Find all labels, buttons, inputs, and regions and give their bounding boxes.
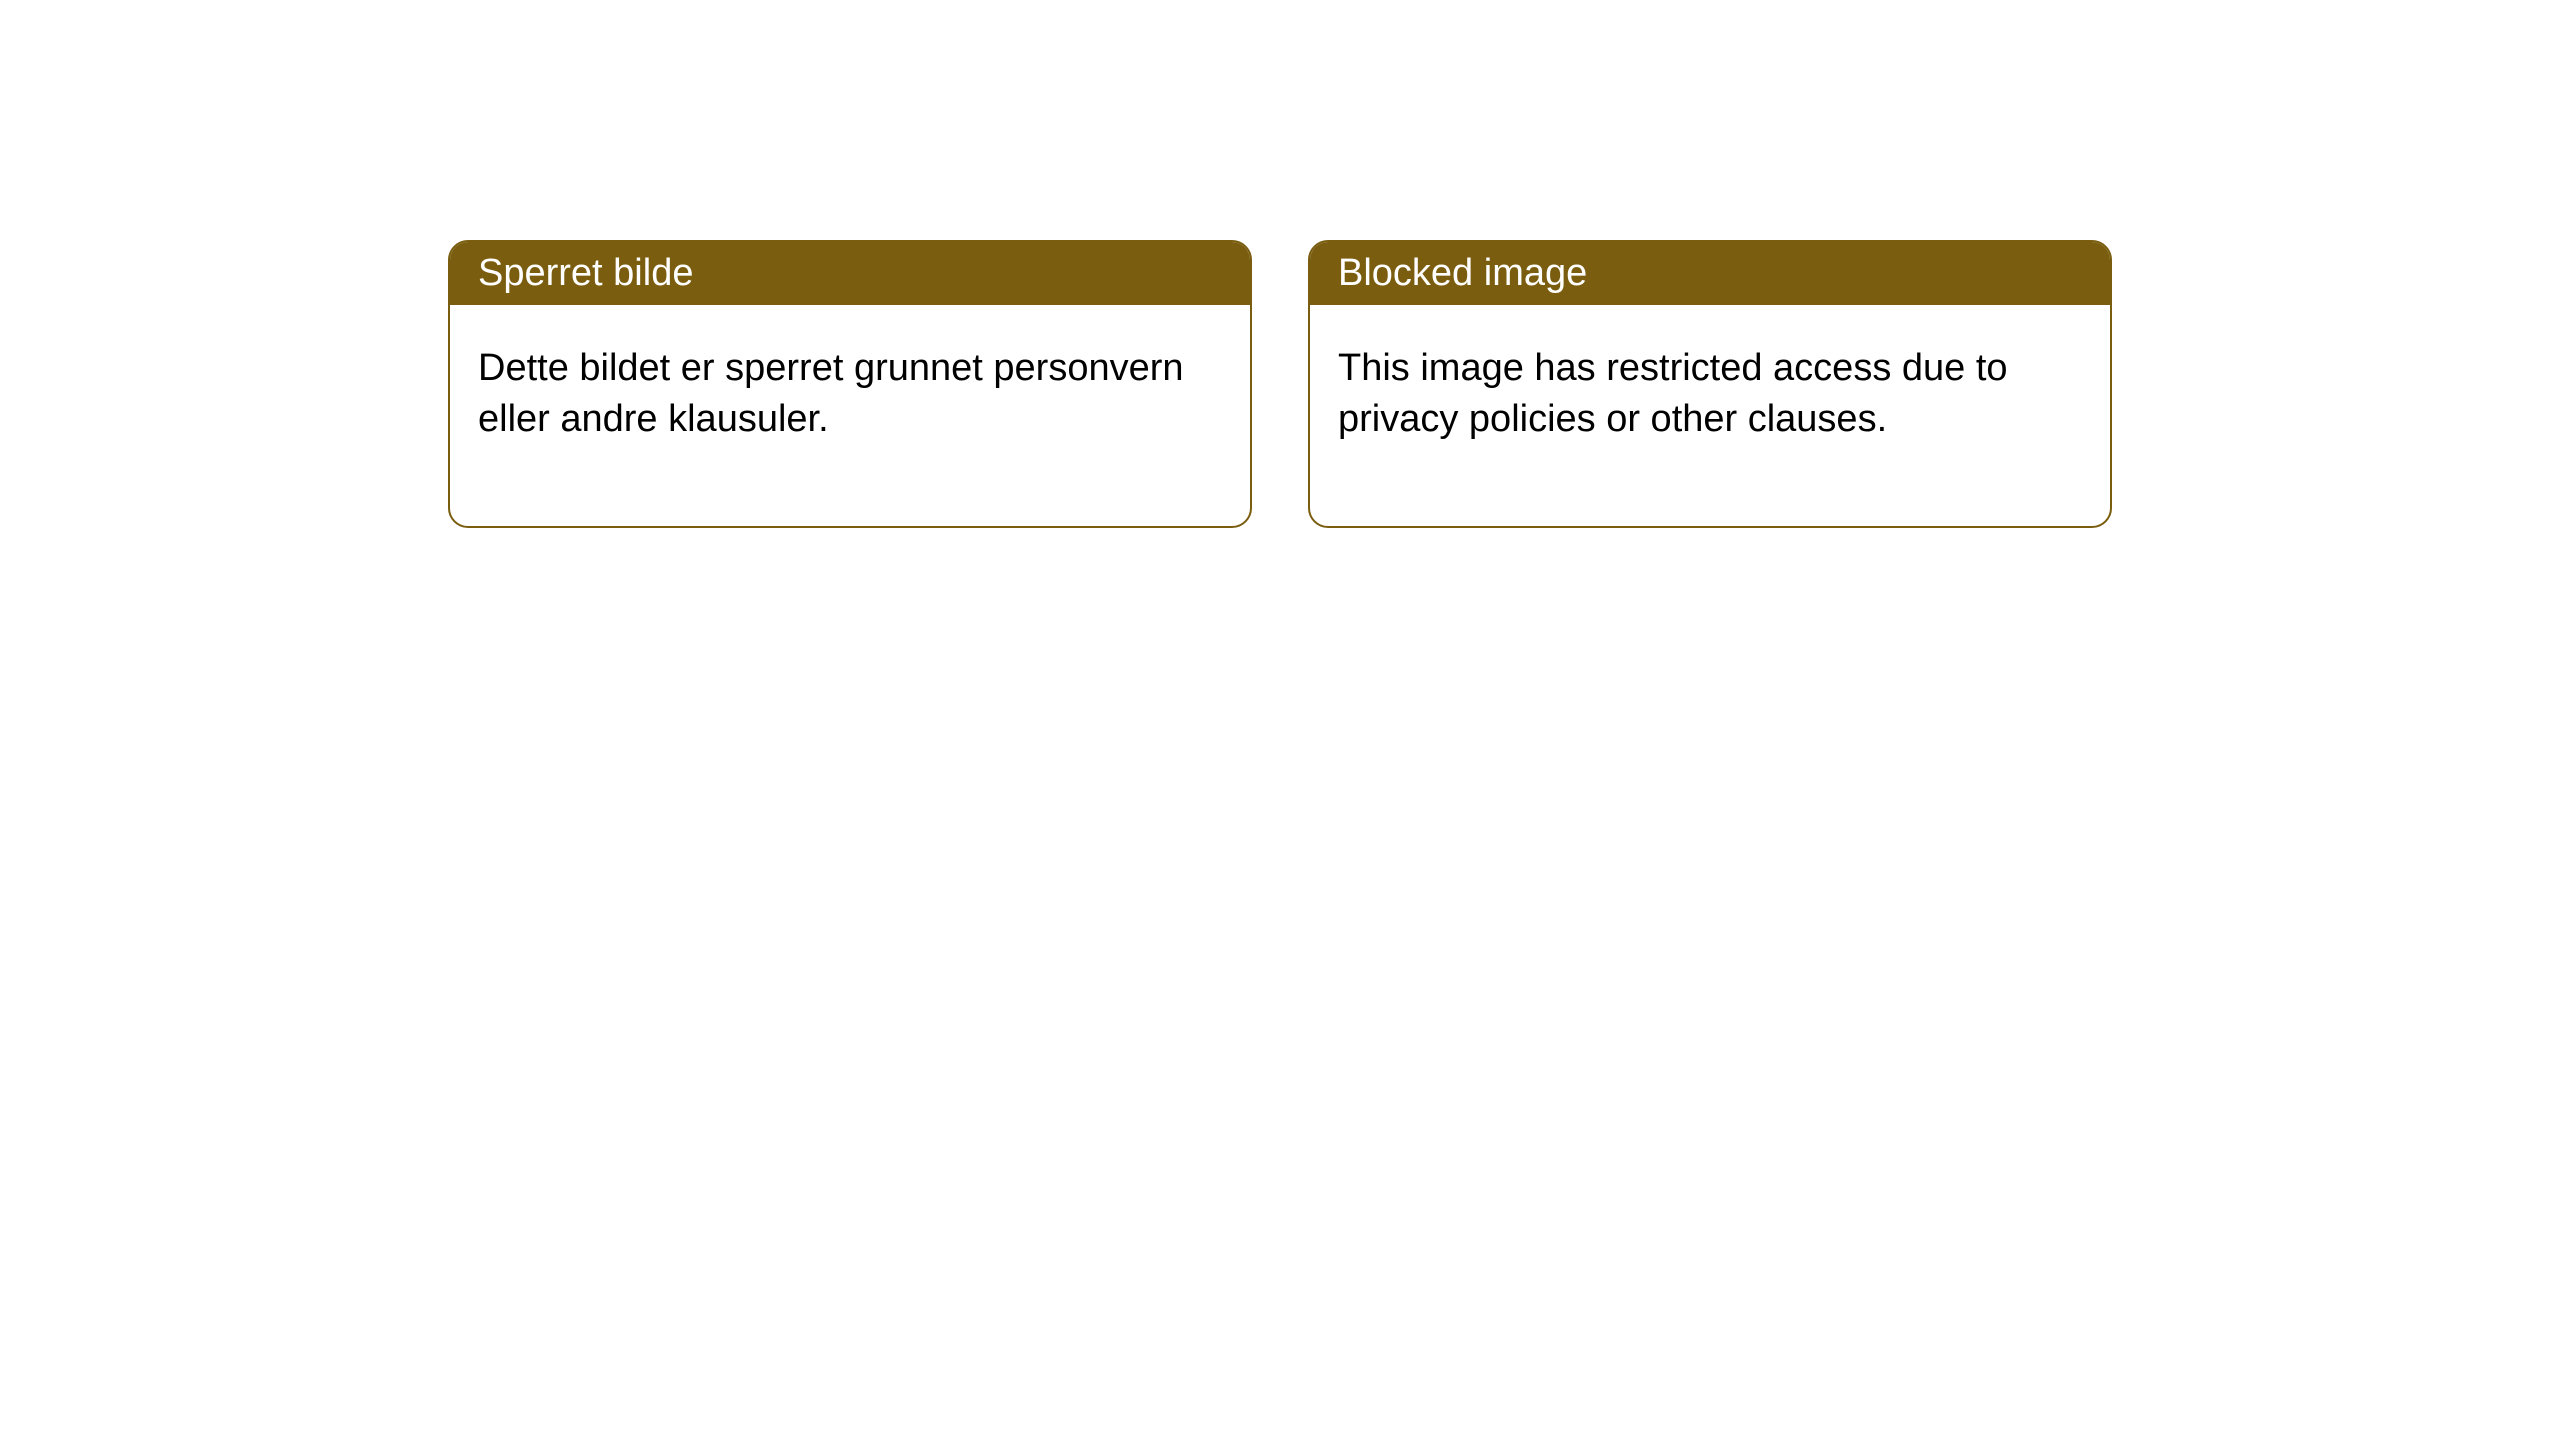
notice-card-norwegian: Sperret bilde Dette bildet er sperret gr… (448, 240, 1252, 528)
notice-card-english: Blocked image This image has restricted … (1308, 240, 2112, 528)
notice-header: Sperret bilde (450, 242, 1250, 305)
notice-body: Dette bildet er sperret grunnet personve… (450, 305, 1250, 526)
notice-header: Blocked image (1310, 242, 2110, 305)
notice-body: This image has restricted access due to … (1310, 305, 2110, 526)
notice-container: Sperret bilde Dette bildet er sperret gr… (0, 0, 2560, 528)
